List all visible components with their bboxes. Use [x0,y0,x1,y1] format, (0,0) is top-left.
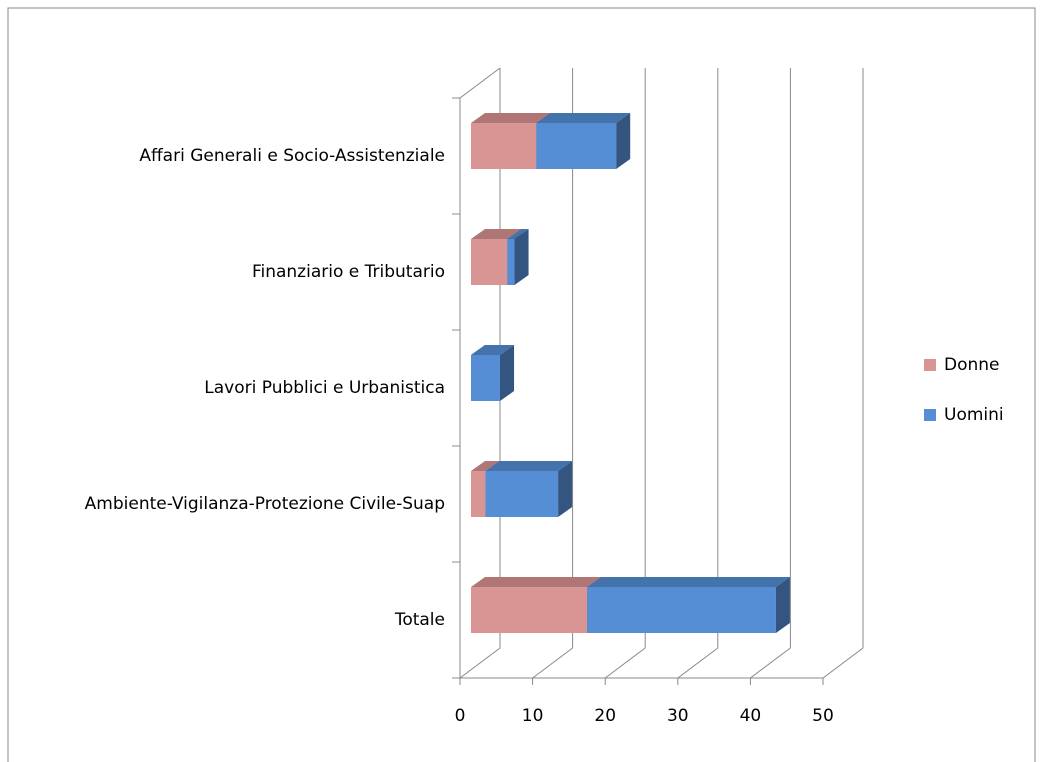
y-tick-label: Lavori Pubblici e Urbanistica [204,378,445,398]
x-tick-label: 30 [667,706,689,726]
bar-top [587,577,790,587]
floor-line [604,647,646,679]
bar-side [616,113,631,169]
bar-side [775,577,790,633]
x-tick-label: 40 [740,706,762,726]
bar [471,239,508,285]
y-tick-label-box: Lavori Pubblici e Urbanistica [45,375,445,401]
bar [587,587,776,633]
bar [485,471,559,517]
bar-top [471,113,551,123]
bar [471,123,537,169]
bar-top [471,577,602,587]
bar-top [471,345,515,355]
floor-line [677,647,719,679]
y-tick-label: Totale [394,610,445,630]
bar-top [536,113,631,123]
y-tick-label: Ambiente-Vigilanza-Protezione Civile-Sua… [84,494,445,514]
y-tick-label-box: Affari Generali e Socio-Assistenziale [45,143,445,169]
y-tick-label-box: Totale [45,607,445,633]
x-tick-label: 10 [522,706,544,726]
legend-label: Donne [944,355,1000,375]
bar [536,123,617,169]
y-tick-label-box: Ambiente-Vigilanza-Protezione Civile-Sua… [45,491,445,517]
floor-line [459,647,501,679]
bar-side [514,229,529,285]
x-tick-label: 20 [594,706,616,726]
bar-side [558,461,573,517]
bar-top [507,229,529,239]
x-tick-label: 0 [455,706,466,726]
bar [471,355,501,401]
floor-line [750,647,791,679]
y-tick-label: Finanziario e Tributario [251,262,445,282]
bar [507,239,515,285]
bar [471,471,486,517]
bar-top [471,229,522,239]
legend-swatch [924,359,936,371]
bar-side [500,345,515,401]
y-tick-label: Affari Generali e Socio-Assistenziale [139,146,445,166]
bar [471,587,588,633]
chart-frame [7,7,1036,762]
floor-line [822,647,864,679]
wall-edge [459,67,501,99]
x-tick-label: 50 [812,706,834,726]
y-tick-label-box: Finanziario e Tributario [45,259,445,285]
floor-line [532,647,573,679]
legend-label: Uomini [944,405,1004,425]
bar-top [471,461,500,471]
bar-top [485,461,573,471]
legend-swatch [924,409,936,421]
